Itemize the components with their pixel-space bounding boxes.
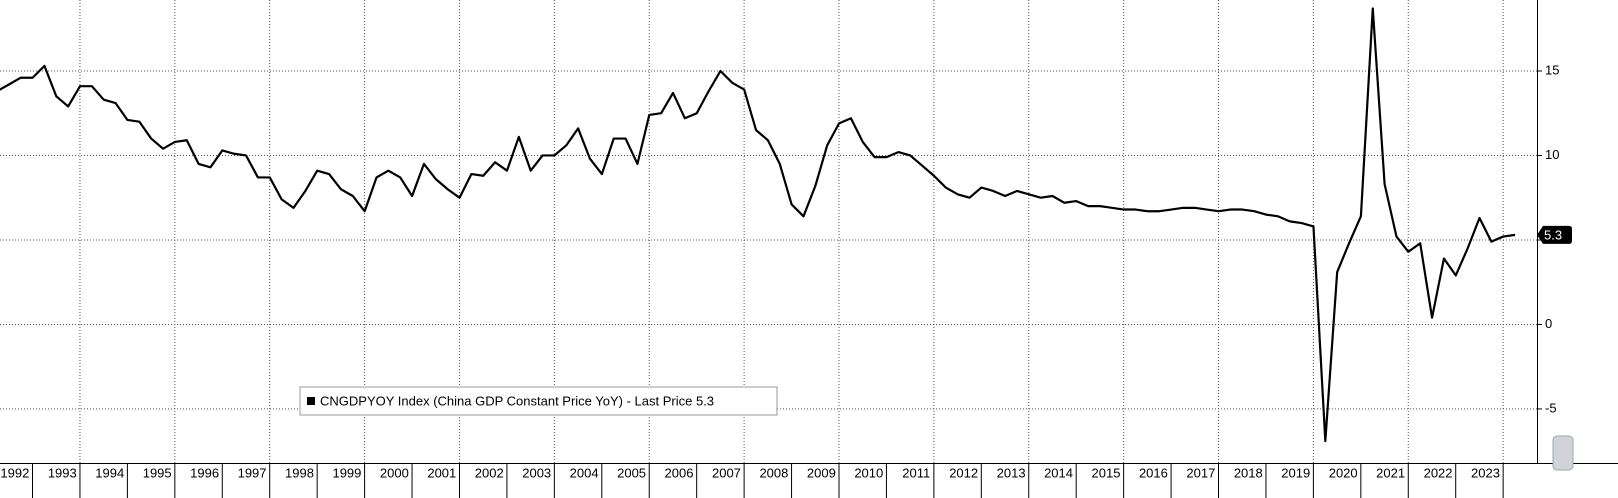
x-tick-label: 2016 [1139, 465, 1168, 480]
line [0, 7, 1516, 443]
x-tick-label: 2014 [1044, 465, 1073, 480]
x-tick-label: 1997 [238, 465, 267, 480]
x-tick-label: 2019 [1281, 465, 1310, 480]
legend-label: CNGDPYOY Index (China GDP Constant Price… [320, 393, 714, 408]
x-tick-label: 1996 [190, 465, 219, 480]
x-tick-label: 1992 [0, 465, 29, 480]
last-value-label: 5.3 [1544, 227, 1562, 242]
x-tick-label: 2012 [949, 465, 978, 480]
x-tick-label: 2008 [759, 465, 788, 480]
x-tick-label: 2003 [522, 465, 551, 480]
x-tick-label: 2023 [1471, 465, 1500, 480]
x-tick-label: 1994 [95, 465, 124, 480]
x-tick-label: 2020 [1329, 465, 1358, 480]
x-tick-label: 2013 [997, 465, 1026, 480]
corner-icon [1552, 435, 1574, 471]
x-tick-label: 2015 [1092, 465, 1121, 480]
x-tick-label: 2009 [807, 465, 836, 480]
x-tick-label: 2002 [475, 465, 504, 480]
y-tick-label: -5 [1545, 400, 1557, 415]
last-value-tag [1537, 225, 1572, 244]
x-tick-label: 1993 [48, 465, 77, 480]
x-tick-label: 2004 [570, 465, 599, 480]
x-tick-label: 2005 [617, 465, 646, 480]
y-tick-label: 15 [1545, 62, 1559, 77]
x-tick-label: 2021 [1376, 465, 1405, 480]
y-tick-label: 0 [1545, 316, 1552, 331]
x-tick-label: 2001 [427, 465, 456, 480]
x-tick-label: 1995 [143, 465, 172, 480]
x-tick-label: 2010 [854, 465, 883, 480]
legend-swatch [307, 397, 315, 405]
x-tick-label: 2000 [380, 465, 409, 480]
y-tick-label: 10 [1545, 147, 1559, 162]
legend-box [299, 386, 778, 416]
x-tick-label: 2006 [665, 465, 694, 480]
x-tick-label: 1999 [332, 465, 361, 480]
x-tick-label: 2022 [1424, 465, 1453, 480]
x-tick-label: 2018 [1234, 465, 1263, 480]
x-tick-label: 2011 [902, 465, 930, 480]
x-tick-label: 1998 [285, 465, 314, 480]
x-tick-label: 2017 [1186, 465, 1215, 480]
x-tick-label: 2007 [712, 465, 741, 480]
